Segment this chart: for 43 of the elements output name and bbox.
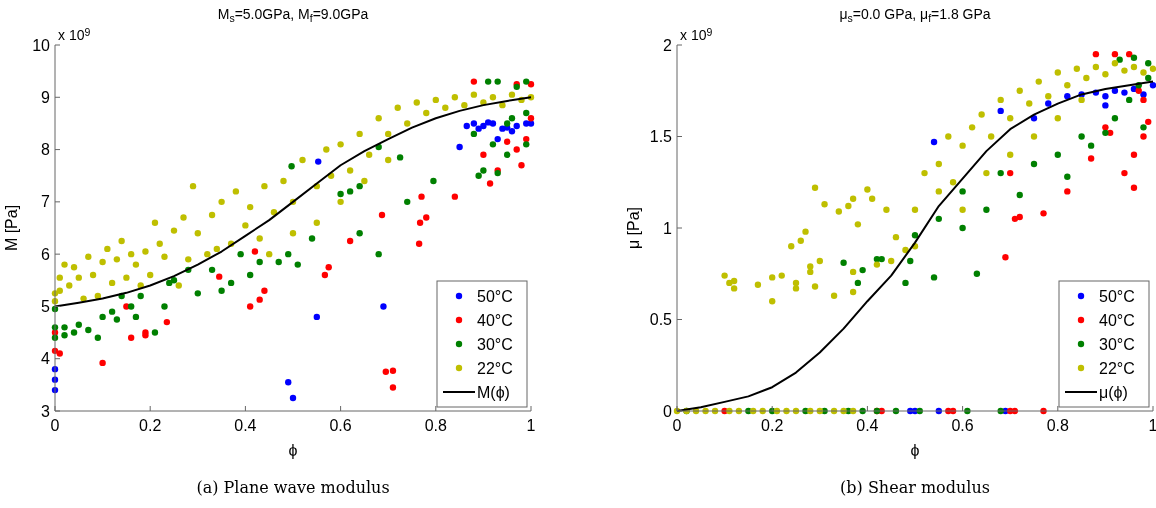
y-tick-label: 3 xyxy=(41,402,51,420)
y-tick-label: 7 xyxy=(41,193,51,211)
text: x 10$^{9}$ xyxy=(58,25,91,43)
x-tick-label: 0.8 xyxy=(424,417,448,434)
text: (b) Shear modulus xyxy=(840,478,990,497)
y-tick-label: 2 xyxy=(663,36,673,54)
x-tick-label: 0.4 xyxy=(856,417,879,434)
x-tick-label: 1 xyxy=(1148,417,1156,434)
legend-label: μ(ϕ) xyxy=(1099,383,1128,401)
legend-label: M(ϕ) xyxy=(477,383,510,401)
x-tick-label: 0.6 xyxy=(329,417,352,434)
x-tick-label: 0.2 xyxy=(139,417,162,434)
x-tick-label: 0.2 xyxy=(761,417,784,434)
legend-label: 50°C xyxy=(1099,287,1135,305)
y-tick-label: 8 xyxy=(41,141,51,159)
y-tick-label: 1.5 xyxy=(649,128,673,146)
x-tick-label: 0.8 xyxy=(1046,417,1070,434)
y-tick-label: 9 xyxy=(41,88,51,106)
text: (a) Plane wave modulus xyxy=(196,478,390,497)
y-tick-label: 5 xyxy=(41,298,51,316)
y-tick-label: 0 xyxy=(663,402,673,420)
x-tick-label: 0.6 xyxy=(951,417,974,434)
y-tick-label: 1 xyxy=(663,219,673,237)
legend-label: 22°C xyxy=(477,359,513,377)
y-tick-label: 10 xyxy=(32,36,51,54)
x-axis-title: ϕ xyxy=(288,442,298,459)
x-tick-label: 1 xyxy=(526,417,536,434)
text: x 10$^{9}$ xyxy=(680,25,713,43)
legend-label: 40°C xyxy=(1099,311,1135,329)
legend-label: 40°C xyxy=(477,311,513,329)
chart-title: μ$_{s}$=0.0 GPa, μ$_{f}$=1.8 GPa xyxy=(839,6,991,25)
chart-title: M$_{s}$=5.0GPa, M$_{f}$=9.0GPa xyxy=(217,6,369,25)
y-tick-label: 0.5 xyxy=(649,311,673,329)
legend-label: 30°C xyxy=(1099,335,1135,353)
y-axis-title: M [Pa] xyxy=(3,204,20,252)
y-tick-label: 6 xyxy=(41,245,51,263)
x-tick-label: 0.4 xyxy=(234,417,257,434)
y-axis-title: μ [Pa] xyxy=(625,206,642,250)
legend-label: 22°C xyxy=(1099,359,1135,377)
y-tick-label: 4 xyxy=(41,350,51,368)
x-axis-title: ϕ xyxy=(910,442,920,459)
legend-label: 30°C xyxy=(477,335,513,353)
legend-label: 50°C xyxy=(477,287,513,305)
